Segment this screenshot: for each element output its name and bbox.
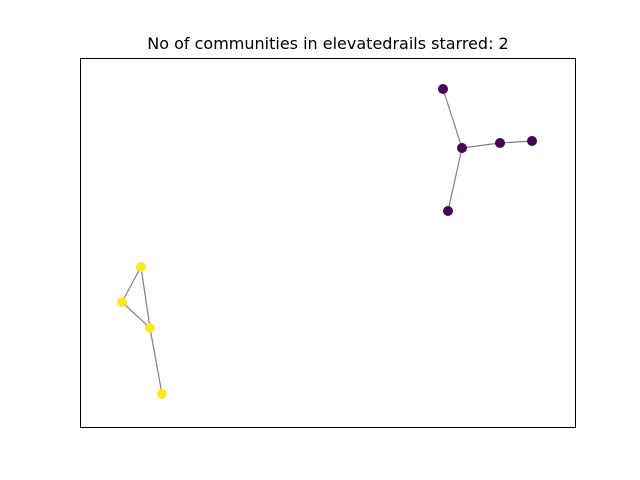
graph-node	[438, 84, 448, 94]
graph-edge	[442, 88, 463, 149]
edges-layer	[121, 88, 533, 395]
graph-edge	[140, 266, 151, 329]
graph-node	[457, 143, 467, 153]
nodes-layer	[117, 84, 537, 399]
graph-node	[117, 297, 127, 307]
graph-node	[136, 262, 146, 272]
graph-edge	[149, 327, 163, 395]
graph-node	[157, 389, 167, 399]
graph-edge	[121, 266, 142, 303]
graph-edge	[499, 140, 533, 144]
graph-node	[145, 323, 155, 333]
graph-edge	[121, 301, 151, 329]
graph-edge	[447, 147, 463, 212]
plot-frame	[80, 58, 576, 428]
graph-node	[443, 206, 453, 216]
figure-title: No of communities in elevatedrails starr…	[147, 34, 508, 53]
graph-node	[495, 138, 505, 148]
graph-node	[527, 136, 537, 146]
graph-edge	[461, 142, 501, 149]
